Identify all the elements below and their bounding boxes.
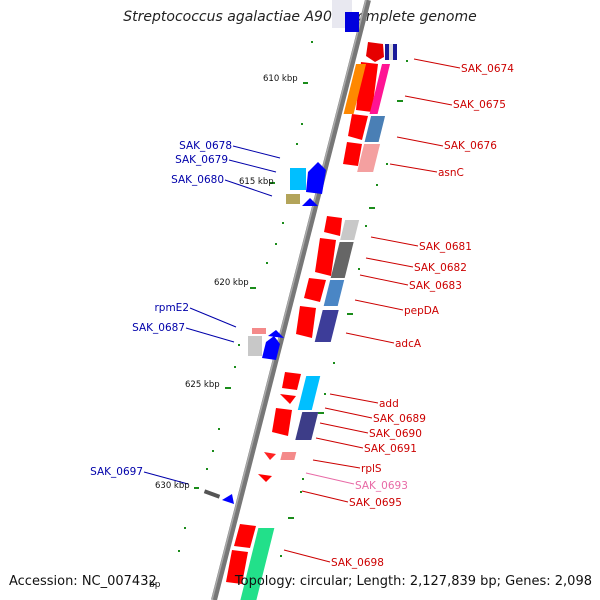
genome-backbone	[211, 0, 371, 600]
scale-label: 615 kbp	[239, 177, 274, 187]
gene-sak0679-arrow[interactable]	[306, 162, 326, 194]
gene-label[interactable]: SAK_0683	[409, 280, 462, 292]
gene-asnc-arrow[interactable]	[343, 142, 362, 166]
gene-label[interactable]: SAK_0681	[419, 241, 472, 253]
gene-sak0682-block[interactable]	[330, 242, 354, 278]
gene-sak0676-arrow[interactable]	[348, 114, 368, 140]
gene-pepda-arrow[interactable]	[296, 306, 316, 338]
gene-label[interactable]: SAK_0698	[331, 557, 384, 569]
reverse-gene-labels: SAK_0678 SAK_0679 SAK_0680 rpmE2 SAK_068…	[90, 140, 232, 478]
accession-text: Accession: NC_007432	[9, 574, 157, 589]
gene-sak0695-arrow[interactable]	[258, 474, 272, 482]
scale-label: 630 kbp	[155, 481, 190, 491]
footer-unit: bp	[149, 580, 161, 590]
leader-lines	[143, 58, 461, 563]
genome-info-text: Topology: circular; Length: 2,127,839 bp…	[234, 574, 592, 589]
gene-sak0690-arrow[interactable]	[272, 408, 292, 436]
gene-label[interactable]: rpmE2	[154, 302, 189, 314]
forward-genes	[226, 42, 397, 600]
gene-rpls-arrow[interactable]	[264, 452, 276, 460]
gene-sak0674-arrow[interactable]	[366, 42, 384, 62]
gene-label[interactable]: SAK_0679	[175, 154, 228, 166]
gene-label[interactable]: SAK_0690	[369, 428, 422, 440]
gene-sak0680-block[interactable]	[286, 194, 300, 204]
gene-label[interactable]: SAK_0675	[453, 99, 506, 111]
gene-label[interactable]: SAK_0682	[414, 262, 467, 274]
gene-sak0682-arrow[interactable]	[315, 238, 336, 276]
gene-add-arrow[interactable]	[282, 372, 301, 390]
scale-labels: 610 kbp 615 kbp 620 kbp 625 kbp 630 kbp	[155, 74, 298, 491]
gene-label[interactable]: SAK_0680	[171, 174, 224, 186]
tick-marks	[178, 41, 408, 557]
gene-label[interactable]: SAK_0693	[355, 480, 408, 492]
map-title: Streptococcus agalactiae A909, complete …	[123, 9, 477, 25]
gene-label[interactable]: adcA	[395, 338, 422, 350]
gene-sak0683-block[interactable]	[323, 280, 345, 306]
gene-label[interactable]: SAK_0678	[179, 140, 232, 152]
gene-label[interactable]: SAK_0687	[132, 322, 185, 334]
gene-sak0678-block[interactable]	[290, 168, 306, 190]
scale-label: 620 kbp	[214, 278, 249, 288]
gene-asnc-block[interactable]	[357, 144, 381, 172]
gene-label[interactable]: asnC	[438, 167, 464, 179]
gene-label[interactable]: SAK_0695	[349, 497, 402, 509]
gene-pepda-block[interactable]	[314, 310, 339, 342]
gene-sak0676-block[interactable]	[364, 116, 386, 142]
gene-label[interactable]: add	[379, 398, 399, 410]
gene-sak0681-arrow[interactable]	[324, 216, 342, 236]
gene-label[interactable]: pepDA	[404, 305, 440, 317]
gene-sak0681-block[interactable]	[340, 220, 360, 240]
gene-label[interactable]: SAK_0676	[444, 140, 497, 152]
gene-sak0689-arrow[interactable]	[280, 394, 296, 404]
gene-label[interactable]: rplS	[361, 463, 382, 475]
gene-sak0697-arrow[interactable]	[222, 494, 234, 504]
gene-label[interactable]: SAK_0691	[364, 443, 417, 455]
reverse-genes	[203, 0, 359, 504]
gene-sak0675-block[interactable]	[343, 64, 367, 114]
gene-label[interactable]: SAK_0697	[90, 466, 143, 478]
gene-sak0698-arrow[interactable]	[234, 524, 256, 548]
gene-sak0687-block[interactable]	[248, 336, 262, 356]
gene-add-block[interactable]	[297, 376, 321, 410]
gene-rpme2-block[interactable]	[252, 328, 266, 334]
scale-label: 610 kbp	[263, 74, 298, 84]
scale-label: 625 kbp	[185, 380, 220, 390]
gene-label[interactable]: SAK_0674	[461, 63, 514, 75]
forward-gene-labels: SAK_0674 SAK_0675 SAK_0676 asnC SAK_0681…	[331, 63, 514, 569]
gene-sak0690-block[interactable]	[295, 412, 319, 440]
gene-sak0693-block[interactable]	[280, 452, 297, 460]
gene-sak0687-arrow[interactable]	[262, 336, 280, 360]
gene-label[interactable]: SAK_0689	[373, 413, 426, 425]
gene-sak0698-block[interactable]	[240, 528, 275, 600]
gene-sak0683-arrow[interactable]	[304, 278, 326, 302]
